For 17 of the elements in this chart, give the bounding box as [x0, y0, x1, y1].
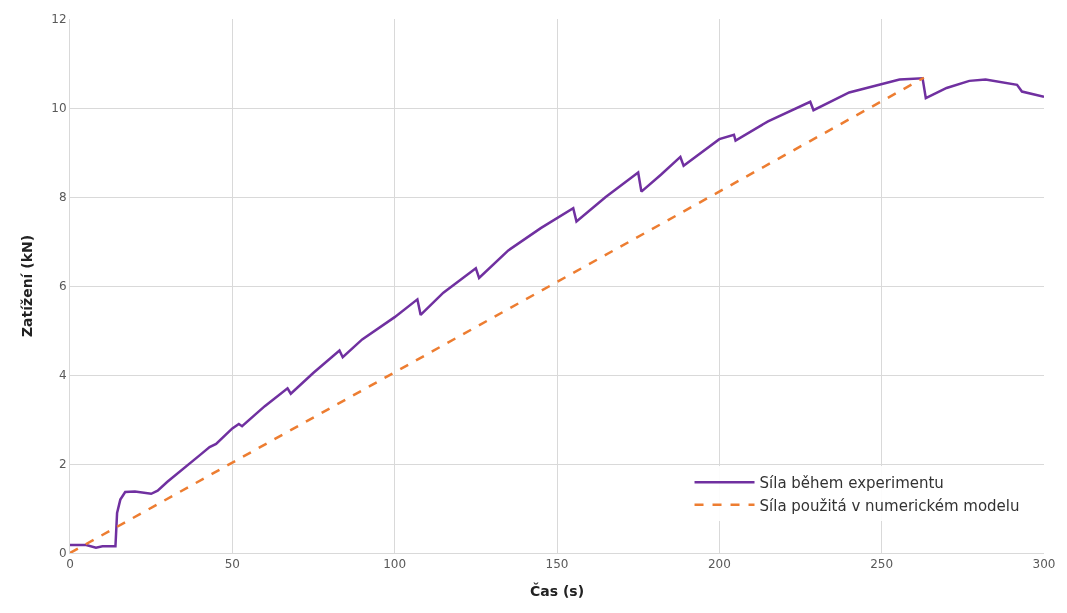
x-tick-label: 300 [1032, 557, 1056, 572]
x-tick-label: 100 [383, 557, 407, 572]
y-tick-label: 2 [58, 457, 67, 472]
y-tick-label: 0 [58, 546, 67, 561]
x-tick-label: 50 [224, 557, 240, 572]
x-tick-label: 200 [707, 557, 731, 572]
x-tick-label: 250 [870, 557, 894, 572]
legend-label: Síla použitá v numerickém modelu [759, 496, 1020, 515]
x-axis-title: Čas (s) [529, 581, 585, 599]
y-tick-label: 4 [58, 368, 67, 383]
y-tick-label: 8 [58, 190, 67, 205]
x-tick-label: 150 [545, 557, 569, 572]
y-tick-label: 6 [58, 279, 67, 294]
legend-label: Síla během experimentu [759, 474, 944, 493]
y-tick-label: 10 [51, 101, 67, 116]
y-axis-title: Zatížení (kN) [18, 234, 35, 338]
y-tick-label: 12 [51, 12, 67, 27]
